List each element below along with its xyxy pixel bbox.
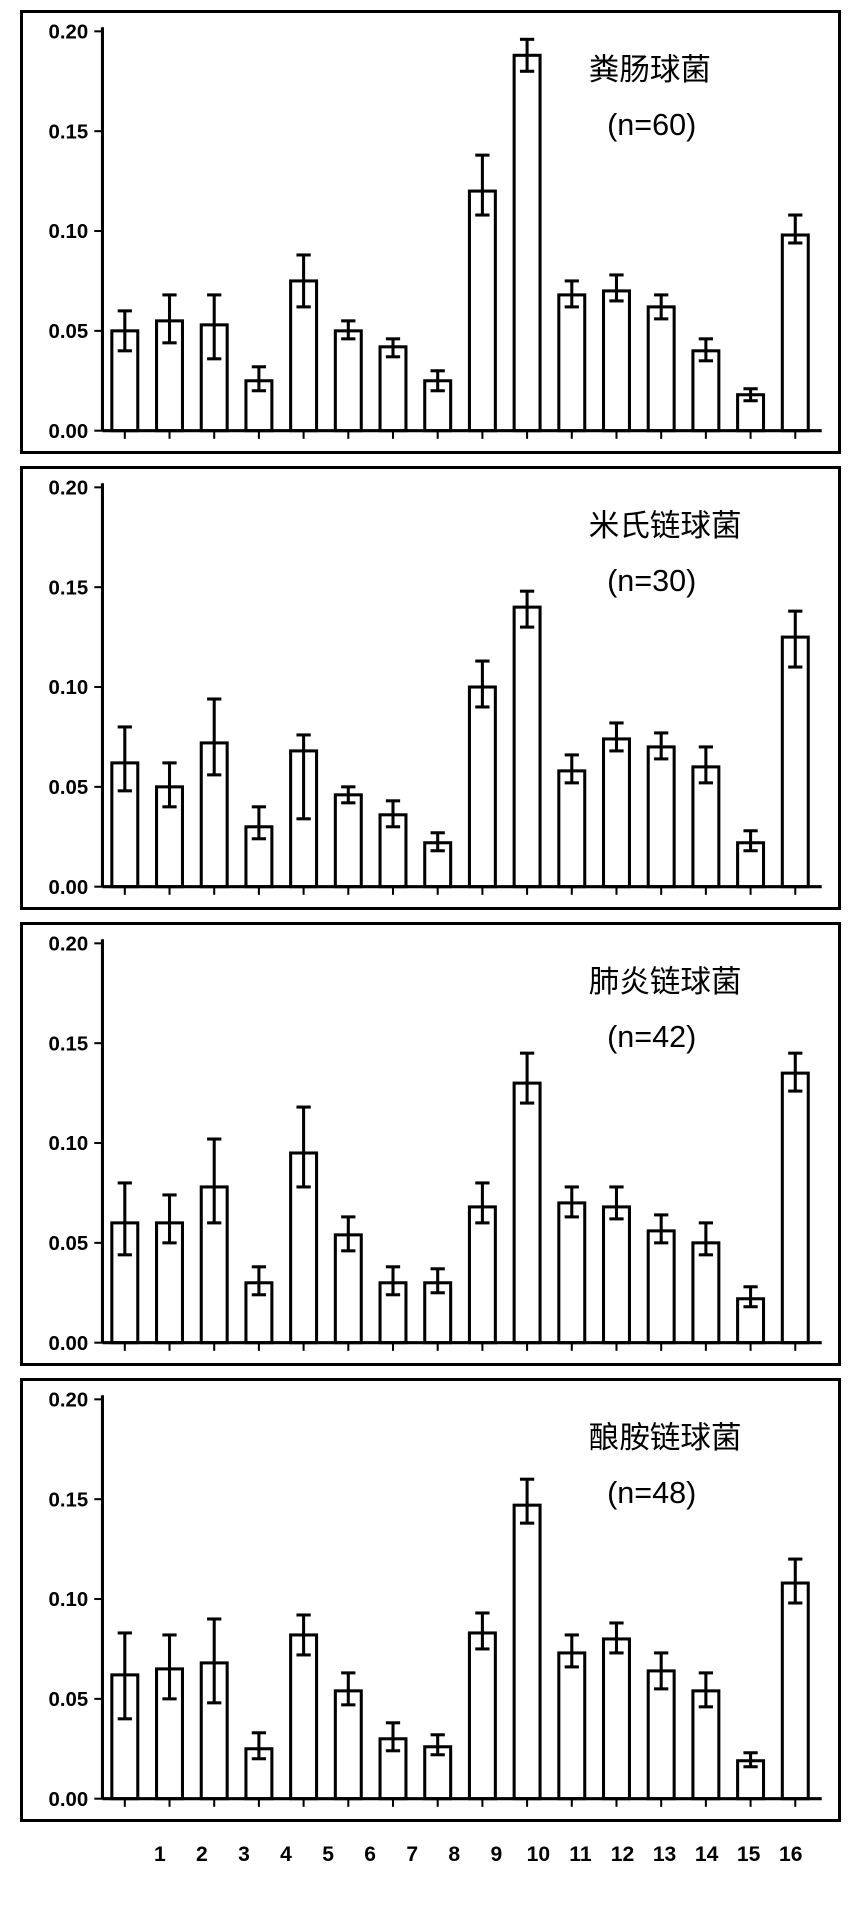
bar — [648, 307, 674, 431]
bar — [693, 1243, 719, 1343]
chart-panel: 0.00 0.05 0.10 0.15 0.20 粪肠球菌 (n=60) — [20, 10, 841, 454]
bar — [514, 1083, 540, 1343]
bar — [291, 1635, 317, 1799]
y-tick-label: 0.15 — [49, 1033, 89, 1055]
x-tick-label: 12 — [611, 1843, 634, 1866]
bar — [693, 351, 719, 431]
bar — [559, 771, 585, 887]
panel-svg: 0.00 0.05 0.10 0.15 0.20 粪肠球菌 (n=60) — [23, 13, 838, 451]
panel-n: (n=42) — [607, 1020, 696, 1054]
x-tick-label: 1 — [154, 1843, 166, 1866]
y-tick-label: 0.20 — [49, 934, 89, 956]
bar — [693, 767, 719, 887]
chart-panel: 0.00 0.05 0.10 0.15 0.20 酿胺链球菌 (n=48) — [20, 1378, 841, 1822]
y-tick-label: 0.15 — [49, 121, 89, 143]
y-tick-label: 0.00 — [49, 1789, 89, 1811]
x-tick-label: 11 — [569, 1843, 592, 1866]
panel-svg: 0.00 0.05 0.10 0.15 0.20 米氏链球菌 (n=30) — [23, 469, 838, 907]
bar — [782, 1583, 808, 1799]
x-tick-label: 2 — [196, 1843, 208, 1866]
bar — [648, 1231, 674, 1343]
y-tick-label: 0.05 — [49, 777, 89, 799]
y-tick-label: 0.20 — [49, 478, 89, 500]
bar — [469, 1207, 495, 1343]
bar — [782, 637, 808, 887]
x-tick-label: 16 — [779, 1843, 802, 1866]
panel-title: 米氏链球菌 — [589, 509, 742, 543]
x-tick-label: 9 — [490, 1843, 502, 1866]
bar — [604, 291, 630, 431]
bar — [469, 191, 495, 431]
y-tick-label: 0.15 — [49, 1489, 89, 1511]
y-tick-label: 0.00 — [49, 877, 89, 899]
y-tick-label: 0.00 — [49, 421, 89, 443]
y-tick-label: 0.20 — [49, 1390, 89, 1412]
x-labels-svg: 12345678910111213141516 — [64, 1834, 831, 1872]
bar — [514, 55, 540, 430]
x-tick-label: 4 — [280, 1843, 292, 1866]
bar — [469, 687, 495, 887]
panel-title: 酿胺链球菌 — [589, 1421, 742, 1455]
x-tick-label: 15 — [737, 1843, 761, 1866]
bar — [380, 347, 406, 431]
chart-panel: 0.00 0.05 0.10 0.15 0.20 米氏链球菌 (n=30) — [20, 466, 841, 910]
x-tick-label: 10 — [527, 1843, 550, 1866]
y-tick-label: 0.10 — [49, 1133, 89, 1155]
panel-title: 粪肠球菌 — [589, 53, 711, 87]
y-tick-label: 0.05 — [49, 321, 89, 343]
x-tick-label: 7 — [406, 1843, 418, 1866]
bar — [335, 331, 361, 431]
bar — [559, 295, 585, 431]
chart-panel: 0.00 0.05 0.10 0.15 0.20 肺炎链球菌 (n=42) — [20, 922, 841, 1366]
x-tick-label: 3 — [238, 1843, 250, 1866]
x-tick-label: 13 — [653, 1843, 676, 1866]
panel-n: (n=48) — [607, 1476, 696, 1510]
x-tick-label: 5 — [322, 1843, 334, 1866]
bar — [469, 1633, 495, 1799]
panel-title: 肺炎链球菌 — [589, 965, 742, 999]
x-axis-labels: 12345678910111213141516 — [20, 1834, 841, 1872]
panel-svg: 0.00 0.05 0.10 0.15 0.20 肺炎链球菌 (n=42) — [23, 925, 838, 1363]
y-tick-label: 0.05 — [49, 1233, 89, 1255]
bar — [559, 1653, 585, 1799]
bar — [782, 1073, 808, 1343]
bar — [335, 1691, 361, 1799]
bar — [604, 1207, 630, 1343]
figure-root: 0.000.050.100.150.20粪肠球菌(n=60)0.000.050.… — [0, 0, 861, 1883]
y-tick-label: 0.10 — [49, 1589, 89, 1611]
y-tick-label: 0.20 — [49, 21, 89, 43]
bar — [604, 739, 630, 887]
x-tick-label: 14 — [695, 1843, 719, 1866]
bar — [559, 1203, 585, 1343]
bar — [335, 795, 361, 887]
panel-n: (n=30) — [607, 564, 696, 598]
bar — [514, 607, 540, 887]
bar — [514, 1505, 540, 1799]
panel-n: (n=60) — [607, 108, 696, 142]
x-tick-label: 6 — [364, 1843, 376, 1866]
panel-svg: 0.00 0.05 0.10 0.15 0.20 酿胺链球菌 (n=48) — [23, 1381, 838, 1819]
bar — [782, 235, 808, 431]
y-tick-label: 0.10 — [49, 221, 89, 243]
y-tick-label: 0.05 — [49, 1689, 89, 1711]
y-tick-label: 0.10 — [49, 677, 89, 699]
bar — [604, 1639, 630, 1799]
y-tick-label: 0.00 — [49, 1333, 89, 1355]
bar — [648, 747, 674, 887]
y-tick-label: 0.15 — [49, 577, 89, 599]
x-tick-label: 8 — [448, 1843, 460, 1866]
